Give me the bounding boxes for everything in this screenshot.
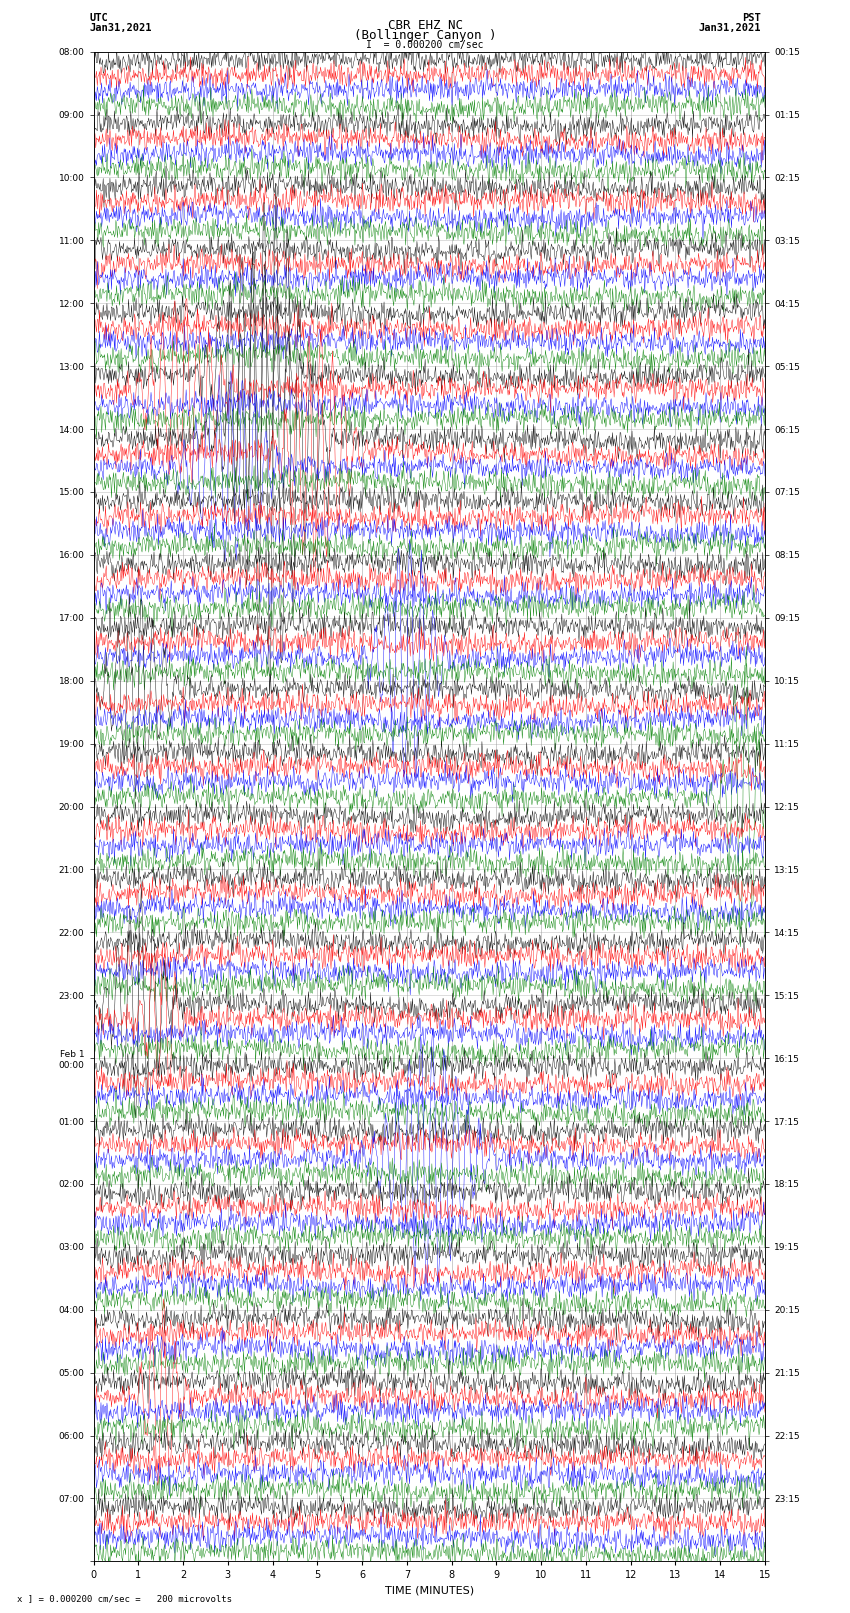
Text: UTC: UTC: [89, 13, 108, 23]
Text: I  = 0.000200 cm/sec: I = 0.000200 cm/sec: [366, 40, 484, 50]
Text: Jan31,2021: Jan31,2021: [698, 23, 761, 32]
X-axis label: TIME (MINUTES): TIME (MINUTES): [385, 1586, 473, 1595]
Text: Jan31,2021: Jan31,2021: [89, 23, 152, 32]
Text: (Bollinger Canyon ): (Bollinger Canyon ): [354, 29, 496, 42]
Text: x ] = 0.000200 cm/sec =   200 microvolts: x ] = 0.000200 cm/sec = 200 microvolts: [17, 1594, 232, 1603]
Text: PST: PST: [742, 13, 761, 23]
Text: CBR EHZ NC: CBR EHZ NC: [388, 19, 462, 32]
